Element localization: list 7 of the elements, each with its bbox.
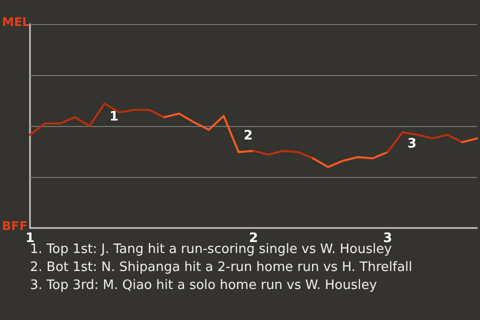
text: MEL xyxy=(2,15,30,29)
annotation: 2 xyxy=(244,128,253,144)
text: BFF xyxy=(2,219,28,233)
annotation: 3 xyxy=(408,136,417,152)
text: 3. Top 3rd: M. Qiao hit a solo home run vs W. Housley xyxy=(30,278,378,293)
annotation: 1 xyxy=(110,109,119,124)
text: 2. Bot 1st: N. Shipanga hit a 2-run home run vs H. Threlfall xyxy=(30,260,412,275)
